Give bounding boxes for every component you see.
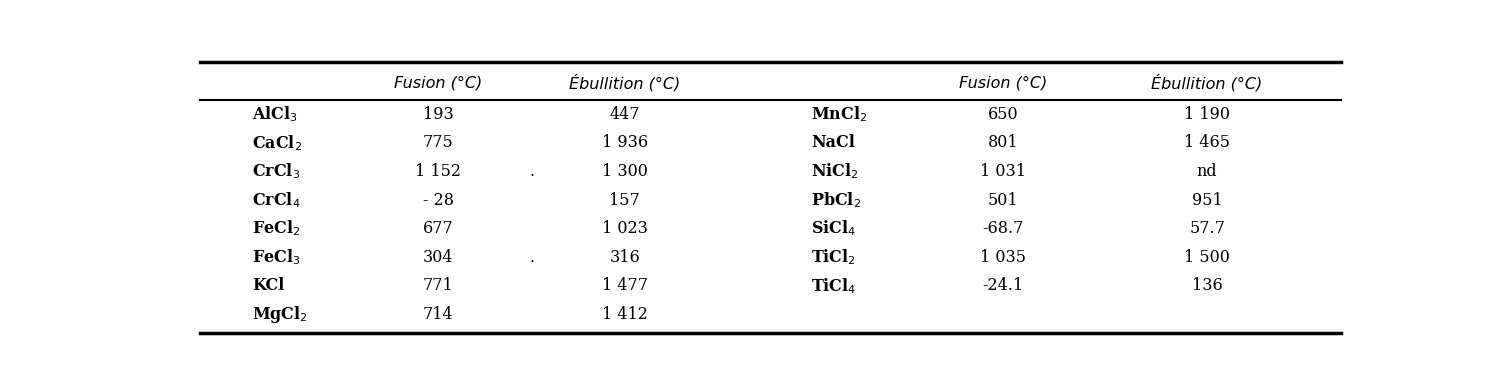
Text: TiCl$_4$: TiCl$_4$	[812, 276, 857, 296]
Text: .: .	[529, 250, 534, 265]
Text: 951: 951	[1192, 191, 1222, 208]
Text: KCl: KCl	[253, 277, 284, 294]
Text: 304: 304	[422, 249, 454, 266]
Text: 1 035: 1 035	[980, 249, 1027, 266]
Text: 1 412: 1 412	[601, 306, 648, 323]
Text: 1 477: 1 477	[601, 277, 648, 294]
Text: 1 031: 1 031	[980, 163, 1027, 180]
Text: .: .	[529, 164, 534, 179]
Text: 447: 447	[609, 106, 640, 123]
Text: Ébullition (°C): Ébullition (°C)	[570, 74, 681, 92]
Text: MnCl$_2$: MnCl$_2$	[812, 105, 867, 124]
Text: Fusion (°C): Fusion (°C)	[394, 75, 482, 91]
Text: - 28: - 28	[422, 191, 454, 208]
Text: 771: 771	[422, 277, 454, 294]
Text: 1 300: 1 300	[601, 163, 648, 180]
Text: 1 500: 1 500	[1184, 249, 1229, 266]
Text: SiCl$_4$: SiCl$_4$	[812, 219, 857, 238]
Text: 1 023: 1 023	[601, 220, 648, 237]
Text: FeCl$_3$: FeCl$_3$	[253, 247, 301, 267]
Text: 193: 193	[422, 106, 454, 123]
Text: -68.7: -68.7	[983, 220, 1024, 237]
Text: 501: 501	[987, 191, 1019, 208]
Text: 316: 316	[609, 249, 640, 266]
Text: 136: 136	[1192, 277, 1222, 294]
Text: 1 152: 1 152	[415, 163, 461, 180]
Text: CrCl$_4$: CrCl$_4$	[253, 190, 301, 210]
Text: NaCl: NaCl	[812, 135, 855, 151]
Text: MgCl$_2$: MgCl$_2$	[253, 304, 308, 325]
Text: 1 465: 1 465	[1184, 135, 1229, 151]
Text: 1 936: 1 936	[601, 135, 648, 151]
Text: 650: 650	[987, 106, 1019, 123]
Text: 801: 801	[987, 135, 1019, 151]
Text: 157: 157	[609, 191, 640, 208]
Text: -24.1: -24.1	[983, 277, 1024, 294]
Text: TiCl$_2$: TiCl$_2$	[812, 247, 857, 267]
Text: CrCl$_3$: CrCl$_3$	[253, 161, 301, 181]
Text: AlCl$_3$: AlCl$_3$	[253, 105, 298, 124]
Text: 57.7: 57.7	[1189, 220, 1225, 237]
Text: nd: nd	[1196, 163, 1217, 180]
Text: CaCl$_2$: CaCl$_2$	[253, 133, 302, 153]
Text: NiCl$_2$: NiCl$_2$	[812, 161, 858, 181]
Text: 714: 714	[422, 306, 454, 323]
Text: 775: 775	[422, 135, 454, 151]
Text: PbCl$_2$: PbCl$_2$	[812, 190, 861, 210]
Text: FeCl$_2$: FeCl$_2$	[253, 219, 301, 238]
Text: Ébullition (°C): Ébullition (°C)	[1151, 74, 1263, 92]
Text: 677: 677	[422, 220, 454, 237]
Text: 1 190: 1 190	[1184, 106, 1229, 123]
Text: Fusion (°C): Fusion (°C)	[959, 75, 1048, 91]
